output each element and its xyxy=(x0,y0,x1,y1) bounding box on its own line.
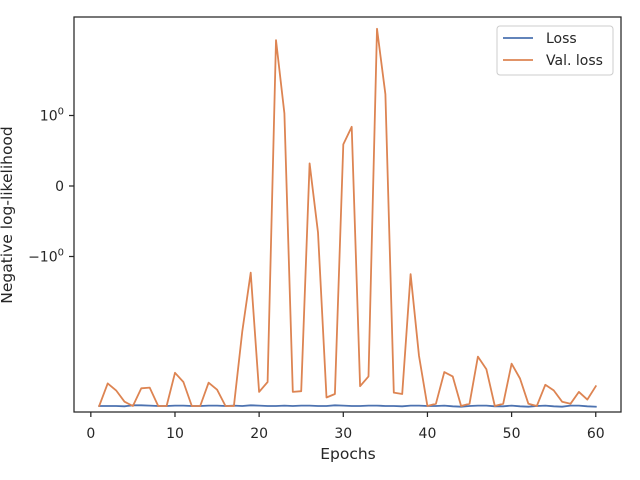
x-tick-label: 30 xyxy=(334,426,352,442)
x-tick-label: 60 xyxy=(587,426,605,442)
y-axis-label: Negative log-likelihood xyxy=(0,126,16,304)
legend: Loss Val. loss xyxy=(496,25,614,76)
x-axis: 0 10 20 30 40 50 60 xyxy=(86,412,605,442)
y-tick-label: 100 xyxy=(40,107,64,125)
series-line-val-loss xyxy=(98,27,598,408)
x-tick-label: 0 xyxy=(86,426,95,442)
y-axis: 100 0 −100 xyxy=(28,107,74,266)
plot-frame xyxy=(73,16,622,413)
x-tick-label: 10 xyxy=(166,426,184,442)
x-tick-label: 40 xyxy=(419,426,437,442)
x-tick-label: 20 xyxy=(250,426,268,442)
legend-label-val-loss: Val. loss xyxy=(546,53,603,69)
y-tick-label: 0 xyxy=(55,179,64,195)
y-tick-label: −100 xyxy=(28,248,64,266)
series-line-loss xyxy=(98,404,597,408)
x-axis-label: Epochs xyxy=(320,445,376,463)
series-layer xyxy=(98,27,598,408)
legend-label-loss: Loss xyxy=(546,31,577,47)
x-tick-label: 50 xyxy=(503,426,521,442)
